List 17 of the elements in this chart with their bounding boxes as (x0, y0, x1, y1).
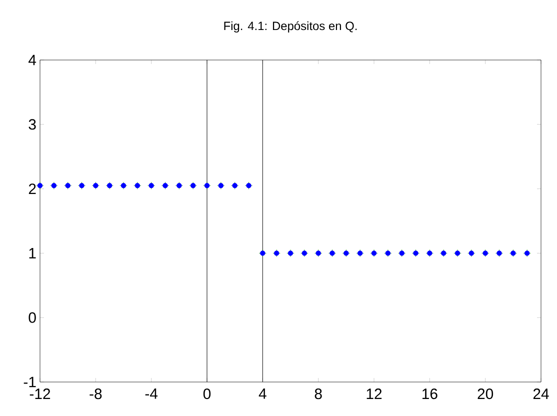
x-tick-label: 20 (478, 388, 494, 400)
x-tick-label: -8 (90, 388, 102, 400)
y-tick-label: 3 (28, 119, 36, 130)
x-tick-label: -12 (30, 388, 50, 399)
x-tick-label: 16 (422, 388, 438, 400)
x-tick-label: 4 (258, 388, 266, 399)
x-tick-label: -4 (145, 388, 158, 399)
chart-title: Fig. 4.1: Depósitos en Q. (224, 21, 357, 33)
x-tick-label: 0 (203, 388, 211, 400)
x-tick-label: 12 (366, 388, 382, 399)
y-tick-label: 4 (28, 54, 36, 66)
y-tick-label: 0 (28, 312, 36, 323)
y-tick-label: -1 (24, 376, 36, 388)
x-tick-label: 24 (533, 388, 549, 399)
y-tick-label: 1 (29, 248, 36, 258)
y-tick-label: 2 (28, 184, 36, 194)
x-tick-label: 8 (314, 388, 322, 400)
